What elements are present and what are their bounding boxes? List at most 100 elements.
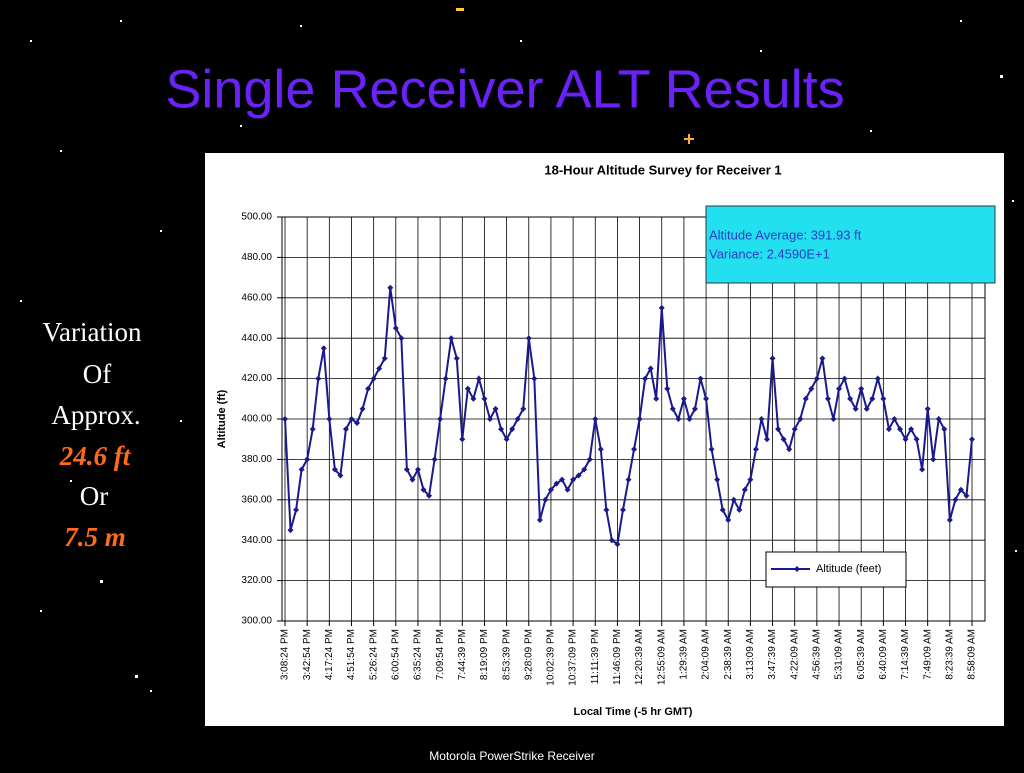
data-point xyxy=(320,345,327,352)
data-point xyxy=(381,355,388,362)
y-tick-label: 420.00 xyxy=(241,373,272,384)
data-point xyxy=(919,466,926,473)
data-point xyxy=(847,395,854,402)
data-point xyxy=(492,405,499,412)
x-tick-label: 10:37:09 PM xyxy=(568,629,579,686)
y-tick-label: 400.00 xyxy=(241,414,272,425)
data-point xyxy=(819,355,826,362)
data-point xyxy=(664,385,671,392)
data-point xyxy=(536,517,543,523)
data-point xyxy=(708,446,715,453)
data-point xyxy=(547,486,554,493)
data-point xyxy=(930,456,937,463)
data-point xyxy=(758,416,765,422)
data-point xyxy=(891,416,898,422)
legend-label: Altitude (feet) xyxy=(816,563,881,575)
y-tick-label: 340.00 xyxy=(241,535,272,546)
data-point xyxy=(642,375,649,382)
data-point xyxy=(337,472,344,479)
data-point xyxy=(653,395,660,402)
data-point xyxy=(824,395,831,402)
data-point xyxy=(326,416,333,422)
data-point xyxy=(797,416,804,422)
data-point xyxy=(675,416,682,422)
x-tick-label: 3:42:54 PM xyxy=(302,629,313,680)
data-point xyxy=(503,436,510,443)
data-point xyxy=(392,325,399,332)
data-point xyxy=(564,486,571,493)
x-tick-label: 8:58:09 AM xyxy=(967,629,978,680)
data-point xyxy=(703,395,710,402)
data-point xyxy=(752,446,759,453)
x-tick-label: 11:11:39 PM xyxy=(590,629,601,684)
x-tick-label: 11:46:09 PM xyxy=(612,629,623,685)
data-point xyxy=(409,476,416,483)
data-point xyxy=(403,466,410,473)
data-point xyxy=(730,496,737,503)
data-point xyxy=(331,466,338,473)
y-axis-title: Altitude (ft) xyxy=(216,389,228,448)
side-text: Variation xyxy=(43,317,142,347)
y-tick-label: 360.00 xyxy=(241,494,272,505)
data-point xyxy=(830,416,837,422)
data-point xyxy=(619,506,626,513)
data-point xyxy=(764,436,771,443)
data-point xyxy=(680,395,687,402)
data-point xyxy=(581,466,588,473)
legend-marker xyxy=(794,566,800,572)
data-point xyxy=(841,375,848,382)
data-point xyxy=(453,355,460,362)
data-point xyxy=(952,496,959,503)
chart-title: 18-Hour Altitude Survey for Receiver 1 xyxy=(544,162,781,177)
x-tick-label: 8:23:39 AM xyxy=(944,629,955,680)
data-point xyxy=(775,426,782,433)
data-point xyxy=(470,395,477,402)
x-tick-label: 6:05:39 AM xyxy=(856,629,867,680)
y-tick-label: 440.00 xyxy=(241,333,272,344)
data-point xyxy=(714,476,721,483)
data-point xyxy=(520,405,527,412)
data-point xyxy=(426,492,433,499)
x-tick-label: 7:09:54 PM xyxy=(435,629,446,680)
data-point xyxy=(736,506,743,513)
data-point xyxy=(486,416,493,422)
y-tick-label: 300.00 xyxy=(241,616,272,627)
x-tick-label: 9:28:09 PM xyxy=(523,629,534,680)
side-text: Of xyxy=(83,359,112,389)
data-point xyxy=(858,385,865,392)
side-text: Or xyxy=(80,481,109,511)
data-point xyxy=(686,416,693,422)
x-tick-label: 8:19:09 PM xyxy=(479,629,490,680)
x-tick-label: 5:31:09 AM xyxy=(834,629,845,680)
data-point xyxy=(437,416,444,422)
data-point xyxy=(697,375,704,382)
y-tick-label: 460.00 xyxy=(241,292,272,303)
x-tick-label: 1:29:39 AM xyxy=(679,629,690,680)
data-point xyxy=(608,537,615,544)
data-point xyxy=(852,405,859,412)
data-point xyxy=(869,395,876,402)
data-point xyxy=(387,284,394,291)
side-text-highlight: 24.6 ft xyxy=(59,441,132,471)
data-point xyxy=(420,486,427,493)
data-point xyxy=(625,476,632,483)
data-point xyxy=(902,436,909,443)
data-point xyxy=(376,365,383,372)
data-point xyxy=(913,436,920,443)
data-point xyxy=(398,335,405,342)
data-point xyxy=(287,527,294,534)
data-point xyxy=(863,405,870,412)
x-tick-label: 4:51:54 PM xyxy=(346,629,357,680)
data-point xyxy=(531,375,538,382)
x-tick-label: 2:04:09 AM xyxy=(701,629,712,680)
chart: 18-Hour Altitude Survey for Receiver 1 A… xyxy=(205,153,1004,726)
data-point xyxy=(359,405,366,412)
x-tick-label: 12:20:39 AM xyxy=(634,629,645,685)
x-tick-label: 7:14:39 AM xyxy=(900,629,911,680)
data-point xyxy=(570,476,577,483)
data-point xyxy=(780,436,787,443)
data-point xyxy=(957,486,964,493)
data-point xyxy=(786,446,793,453)
x-tick-label: 3:08:24 PM xyxy=(280,629,291,680)
